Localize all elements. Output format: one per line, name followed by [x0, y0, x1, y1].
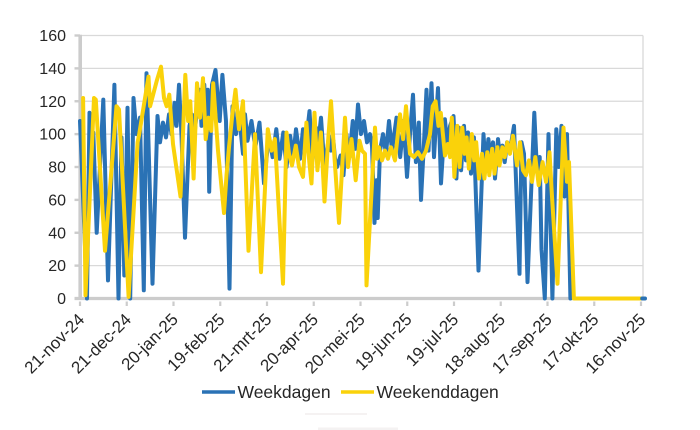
svg-text:60: 60 — [48, 192, 66, 209]
svg-text:40: 40 — [48, 225, 66, 242]
svg-text:140: 140 — [39, 61, 66, 78]
svg-text:20: 20 — [48, 258, 66, 275]
svg-text:Weekdagen: Weekdagen — [238, 382, 331, 402]
svg-text:160: 160 — [39, 28, 66, 45]
svg-text:80: 80 — [48, 160, 66, 177]
svg-text:100: 100 — [39, 127, 66, 144]
svg-text:Weekenddagen: Weekenddagen — [377, 382, 499, 402]
svg-text:0: 0 — [57, 291, 66, 308]
svg-text:120: 120 — [39, 94, 66, 111]
